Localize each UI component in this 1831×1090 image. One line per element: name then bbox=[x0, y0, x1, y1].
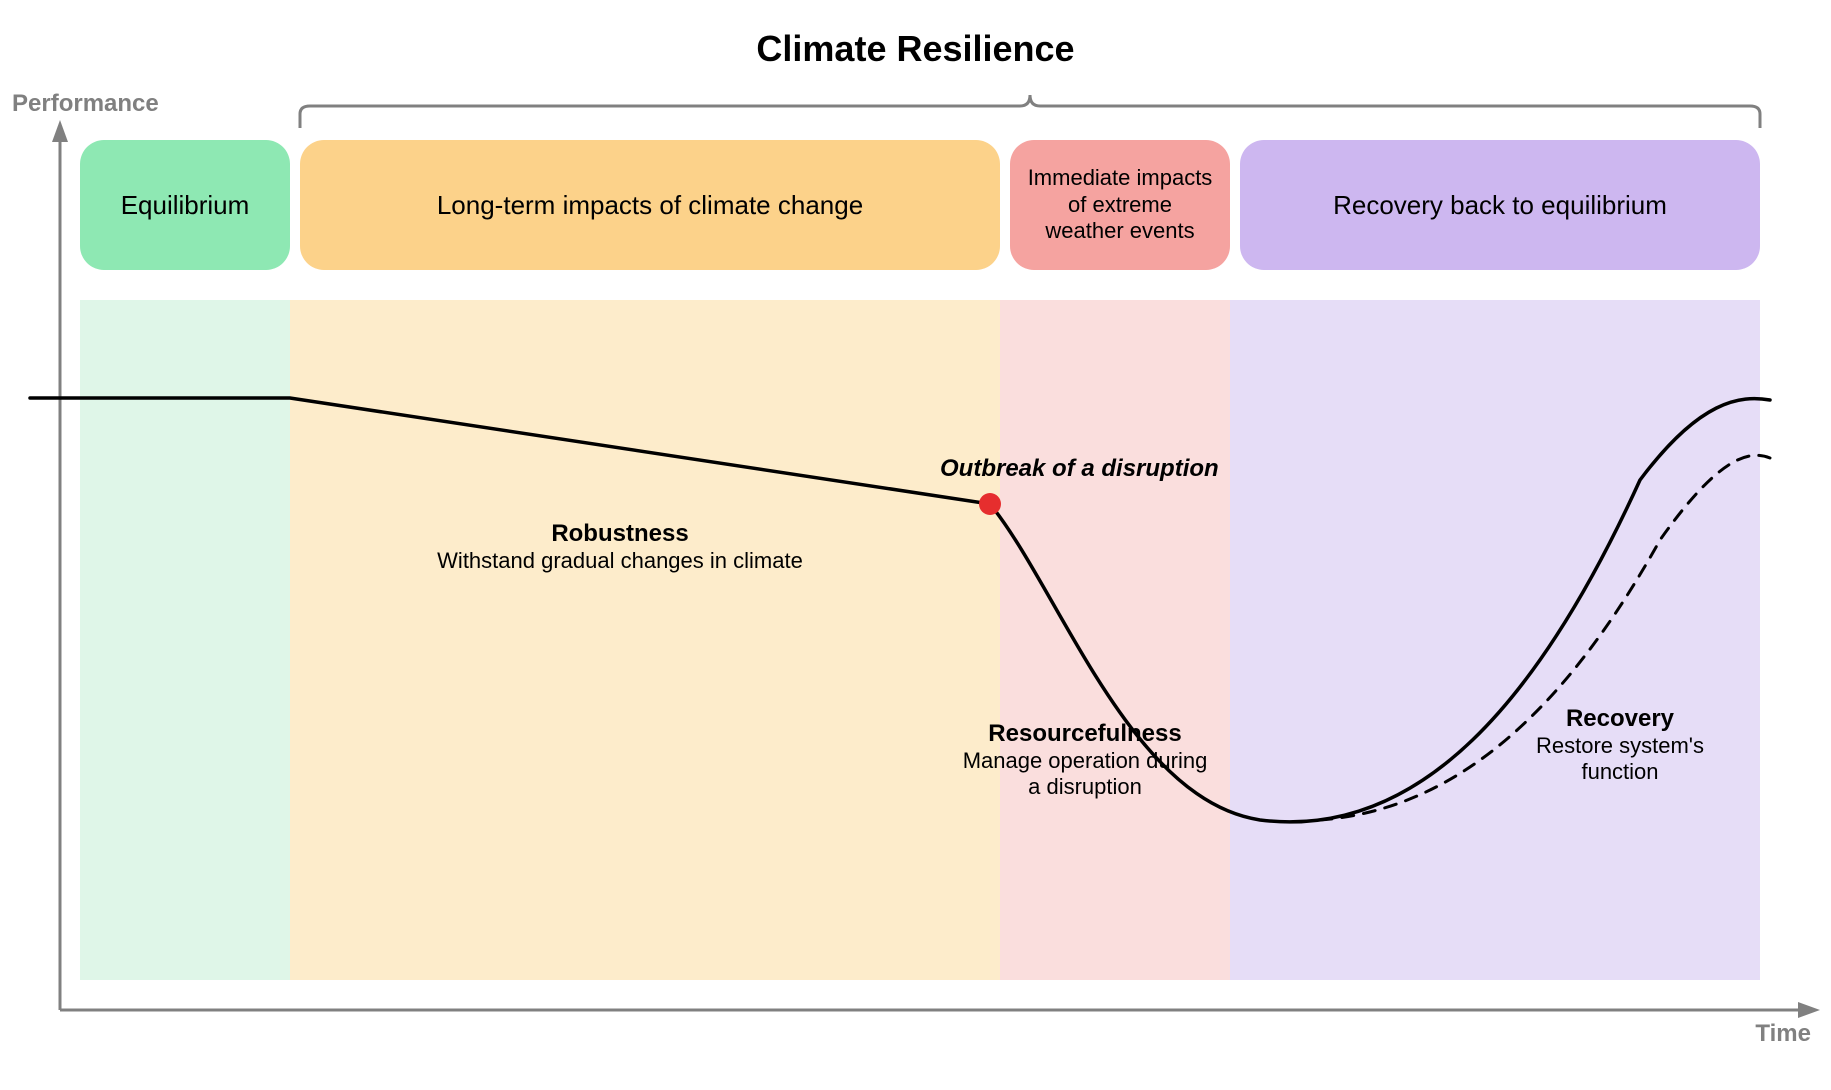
annotation-resourcefulness: Resourcefulness Manage operation during … bbox=[960, 720, 1210, 800]
disruption-point-icon bbox=[979, 493, 1001, 515]
annotation-robustness: Robustness Withstand gradual changes in … bbox=[400, 520, 840, 574]
y-axis-arrow bbox=[52, 120, 68, 142]
x-axis-arrow bbox=[1798, 1002, 1820, 1018]
bracket-path bbox=[300, 95, 1760, 128]
annotation-recovery-sub: Restore system's function bbox=[1505, 733, 1735, 785]
annotation-outbreak-text: Outbreak of a disruption bbox=[940, 455, 1219, 482]
chart-svg bbox=[0, 0, 1831, 1090]
diagram-canvas: Climate Resilience Performance Time Equi… bbox=[0, 0, 1831, 1090]
annotation-robustness-title: Robustness bbox=[400, 520, 840, 548]
annotation-recovery: Recovery Restore system's function bbox=[1505, 705, 1735, 785]
annotation-recovery-title: Recovery bbox=[1505, 705, 1735, 733]
annotation-outbreak: Outbreak of a disruption bbox=[940, 455, 1219, 483]
annotation-robustness-sub: Withstand gradual changes in climate bbox=[400, 548, 840, 574]
annotation-resourcefulness-sub: Manage operation during a disruption bbox=[960, 748, 1210, 800]
annotation-resourcefulness-title: Resourcefulness bbox=[960, 720, 1210, 748]
